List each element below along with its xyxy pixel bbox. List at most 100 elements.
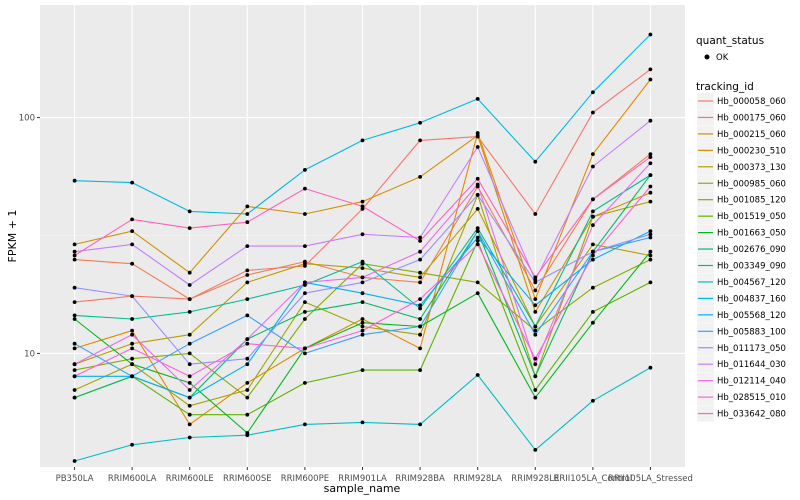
point-Hb_003349_090-5	[360, 259, 365, 264]
point-Hb_005883_100-4	[303, 351, 307, 356]
point-Hb_004567_120-4	[303, 422, 307, 427]
point-Hb_033642_080-6	[418, 239, 422, 243]
point-Hb_028515_010-1	[130, 346, 135, 351]
x-axis-title: sample_name	[324, 482, 401, 495]
legend: quant_status OK tracking_id Hb_000058_06…	[696, 35, 786, 422]
point-Hb_033642_080-7	[475, 176, 480, 181]
y-axis: 10 100	[19, 114, 40, 359]
point-Hb_005883_100-5	[360, 332, 365, 337]
legend-item-Hb_003349_090: Hb_003349_090	[697, 257, 786, 274]
point-Hb_012114_040-1	[130, 332, 135, 337]
point-Hb_004567_120-5	[360, 420, 365, 425]
point-Hb_012114_040-7	[475, 182, 480, 187]
series-points	[72, 32, 653, 463]
point-Hb_012114_040-4	[303, 280, 307, 285]
point-Hb_001519_050-5	[360, 368, 365, 372]
point-Hb_033642_080-2	[187, 226, 192, 231]
point-Hb_004837_160-7	[475, 97, 480, 101]
point-Hb_001663_050-8	[533, 395, 538, 400]
legend-label-ok: OK	[716, 53, 729, 63]
point-Hb_000175_060-1	[130, 261, 135, 266]
legend-label-3: Hb_000230_510	[717, 146, 786, 156]
legend-label-13: Hb_005568_120	[717, 311, 786, 321]
point-Hb_002676_090-5	[360, 300, 365, 304]
point-Hb_000175_060-6	[418, 280, 422, 285]
point-Hb_011173_050-10	[648, 232, 653, 237]
point-Hb_001085_120-0	[72, 368, 77, 372]
point-Hb_005568_120-3	[245, 362, 250, 367]
point-Hb_012114_040-8	[533, 362, 538, 367]
y-tick-label-1: 100	[19, 114, 35, 124]
point-Hb_011173_050-2	[187, 362, 192, 367]
legend-item-Hb_004837_160: Hb_004837_160	[697, 290, 786, 307]
legend-item-Hb_012114_040: Hb_012114_040	[697, 372, 786, 389]
point-Hb_005883_100-10	[648, 235, 653, 240]
point-Hb_003349_090-6	[418, 306, 422, 311]
point-Hb_001663_050-10	[648, 249, 653, 254]
x-tick-label-5: RRIM901LA	[338, 474, 387, 484]
point-Hb_012114_040-2	[187, 388, 192, 392]
legend-label-16: Hb_011644_030	[717, 360, 786, 370]
point-Hb_012114_040-0	[72, 362, 77, 367]
point-Hb_011644_030-4	[303, 244, 307, 249]
point-Hb_005883_100-1	[130, 374, 135, 379]
legend-label-2: Hb_000215_060	[717, 130, 786, 140]
point-Hb_000175_060-2	[187, 297, 192, 301]
point-Hb_004837_160-5	[360, 138, 365, 143]
point-Hb_000058_060-8	[533, 212, 538, 216]
point-Hb_033642_080-9	[591, 197, 595, 202]
legend-item-Hb_001085_120: Hb_001085_120	[697, 191, 786, 208]
point-Hb_000985_060-9	[591, 214, 595, 219]
point-Hb_000175_060-8	[533, 288, 538, 293]
point-Hb_004837_160-8	[533, 159, 538, 164]
point-Hb_005883_100-8	[533, 332, 538, 337]
legend-label-14: Hb_005883_100	[717, 327, 786, 337]
x-tick-label-2: RRIM600LE	[166, 474, 214, 484]
point-Hb_000215_060-2	[187, 422, 192, 427]
point-Hb_005568_120-2	[187, 395, 192, 400]
point-Hb_000215_060-8	[533, 297, 538, 301]
legend-label-1: Hb_000175_060	[717, 113, 786, 123]
point-Hb_001085_120-7	[475, 280, 480, 285]
point-Hb_004567_120-6	[418, 422, 422, 427]
point-Hb_000985_060-3	[245, 388, 250, 392]
legend-item-Hb_028515_010: Hb_028515_010	[697, 389, 786, 406]
point-Hb_005883_100-3	[245, 313, 250, 318]
point-Hb_002676_090-4	[303, 310, 307, 314]
legend-label-11: Hb_004567_120	[717, 278, 786, 288]
point-Hb_011173_050-6	[418, 257, 422, 262]
point-Hb_005568_120-9	[591, 257, 595, 262]
point-Hb_011644_030-3	[245, 244, 250, 249]
point-Hb_000215_060-0	[72, 346, 77, 351]
point-Hb_011644_030-1	[130, 242, 135, 247]
point-Hb_000373_130-7	[475, 207, 480, 211]
point-Hb_000230_510-3	[245, 204, 250, 209]
point-Hb_004837_160-2	[187, 209, 192, 214]
x-tick-label-3: RRIM600SE	[223, 474, 272, 484]
x-tick-label-8: RRIM928LE	[511, 474, 559, 484]
point-Hb_003349_090-1	[130, 317, 135, 321]
legend-title-tracking-id: tracking_id	[696, 81, 754, 93]
point-Hb_028515_010-6	[418, 297, 422, 301]
point-Hb_004567_120-10	[648, 365, 653, 370]
point-Hb_000230_510-6	[418, 175, 422, 179]
point-Hb_011173_050-9	[591, 249, 595, 254]
point-Hb_001663_050-1	[130, 362, 135, 367]
point-Hb_000230_510-4	[303, 212, 307, 216]
point-Hb_011173_050-7	[475, 193, 480, 197]
point-Hb_003349_090-7	[475, 226, 480, 231]
point-Hb_003349_090-9	[591, 209, 595, 214]
x-axis: PB350LA RRIM600LA RRIM600LE RRIM600SE RRIM60…	[56, 467, 693, 484]
point-Hb_033642_080-3	[245, 220, 250, 225]
point-Hb_002676_090-0	[72, 395, 77, 400]
legend-label-6: Hb_001085_120	[717, 196, 786, 206]
point-Hb_000230_510-7	[475, 133, 480, 138]
point-Hb_004837_160-6	[418, 120, 422, 125]
legend-label-17: Hb_012114_040	[717, 377, 786, 387]
point-Hb_000230_510-1	[130, 229, 135, 234]
point-Hb_033642_080-0	[72, 253, 77, 258]
legend-label-0: Hb_000058_060	[717, 97, 786, 107]
point-Hb_004567_120-7	[475, 373, 480, 377]
x-tick-label-7: RRIM928LA	[453, 474, 502, 484]
point-Hb_000373_130-6	[418, 275, 422, 280]
